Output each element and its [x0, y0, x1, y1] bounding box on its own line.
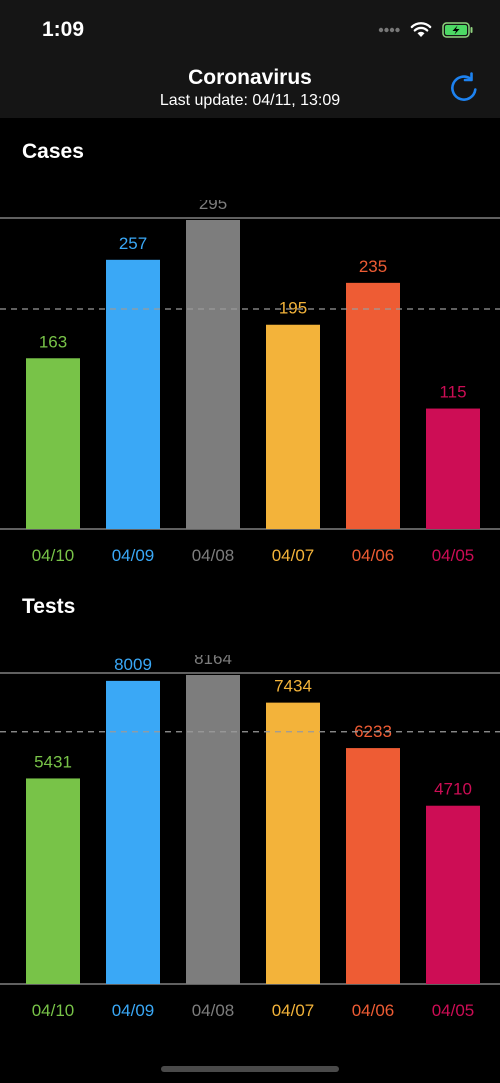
tests-section-title: Tests [22, 595, 76, 618]
wifi-icon [410, 22, 432, 37]
bar-value-label: 115 [439, 383, 466, 402]
bar-value-label: 6233 [354, 722, 392, 741]
chart-bar [266, 324, 320, 529]
battery-charging-icon [442, 21, 473, 38]
x-tick-label: 04/08 [192, 1001, 235, 1020]
home-indicator [161, 1066, 339, 1072]
bar-value-label: 7434 [274, 677, 312, 696]
bar-value-label: 8009 [114, 655, 152, 674]
tests-chart: 5431 04/10 8009 04/09 8164 04/08 7434 04/07 6233… [0, 655, 500, 1020]
status-icons [378, 21, 474, 38]
chart-bar [106, 259, 160, 529]
chart-bar [186, 220, 240, 529]
bar-value-label: 4710 [434, 780, 472, 799]
chart-bar [266, 702, 320, 984]
bar-value-label: 5431 [34, 752, 72, 771]
x-tick-label: 04/09 [112, 546, 155, 565]
bar-value-label: 8164 [194, 655, 232, 668]
x-tick-label: 04/05 [432, 546, 475, 565]
cases-section-title: Cases [22, 140, 84, 163]
refresh-icon [451, 75, 477, 101]
bar-value-label: 195 [279, 299, 307, 318]
chart-bar [426, 408, 480, 529]
navigation-bar: Coronavirus Last update: 04/11, 13:09 [0, 60, 500, 118]
status-bar: 1:09 [0, 0, 500, 60]
chart-bar [106, 680, 160, 984]
x-tick-label: 04/07 [272, 1001, 315, 1020]
x-tick-label: 04/06 [352, 546, 395, 565]
chart-bar [26, 778, 80, 984]
chart-bar [186, 675, 240, 984]
x-tick-label: 04/07 [272, 546, 315, 565]
status-time: 1:09 [42, 18, 85, 41]
bar-value-label: 163 [39, 332, 67, 351]
chart-bar [26, 358, 80, 529]
cellular-signal-icon [378, 27, 400, 32]
refresh-button[interactable] [446, 70, 482, 106]
x-tick-label: 04/05 [432, 1001, 475, 1020]
refresh-arrow-icon [463, 72, 473, 82]
x-tick-label: 04/09 [112, 1001, 155, 1020]
cases-chart: 163 04/10 257 04/09 295 04/08 195 04/07 235 04/06… [0, 200, 500, 565]
bar-value-label: 235 [359, 257, 387, 276]
bar-value-label: 257 [119, 234, 147, 253]
x-tick-label: 04/06 [352, 1001, 395, 1020]
x-tick-label: 04/10 [32, 546, 75, 565]
chart-bar [426, 805, 480, 984]
x-tick-label: 04/10 [32, 1001, 75, 1020]
last-update-label: Last update: 04/11, 13:09 [159, 92, 341, 109]
chart-bar [346, 748, 400, 984]
bar-value-label: 295 [199, 200, 227, 213]
page-title: Coronavirus [188, 66, 312, 89]
x-tick-label: 04/08 [192, 546, 235, 565]
chart-bar [346, 282, 400, 529]
